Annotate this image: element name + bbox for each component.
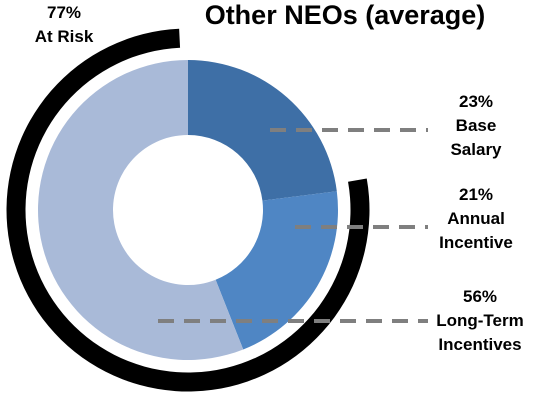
slice-label-line: 23%: [459, 92, 493, 111]
slice-long-term-incentives: [38, 60, 244, 360]
slice-label-line: Salary: [450, 140, 502, 159]
leader-lines-layer: [158, 128, 428, 323]
slice-annual-incentive: [215, 191, 338, 350]
at-risk-label: 77% At Risk: [35, 3, 94, 46]
chart-title: Other NEOs (average): [205, 0, 486, 30]
slice-label-line: 56%: [463, 287, 497, 306]
at-risk-label-line: At Risk: [35, 27, 94, 46]
slice-label-annual-incentive: 21% Annual Incentive: [439, 185, 513, 252]
slice-label-base-salary: 23% Base Salary: [450, 92, 502, 159]
slice-label-line: Incentives: [438, 335, 521, 354]
slice-label-line: Incentive: [439, 233, 513, 252]
slice-label-line: Base: [456, 116, 497, 135]
slice-label-line: Annual: [447, 209, 505, 228]
slice-base-salary: [188, 60, 337, 201]
slices-layer: [38, 60, 338, 360]
slice-label-line: Long-Term: [436, 311, 524, 330]
at-risk-label-line: 77%: [47, 3, 81, 22]
slice-label-long-term-incentives: 56% Long-Term Incentives: [436, 287, 524, 354]
slice-label-line: 21%: [459, 185, 493, 204]
labels-layer: 23% Base Salary 21% Annual Incentive 56% Long-T…: [35, 3, 524, 354]
